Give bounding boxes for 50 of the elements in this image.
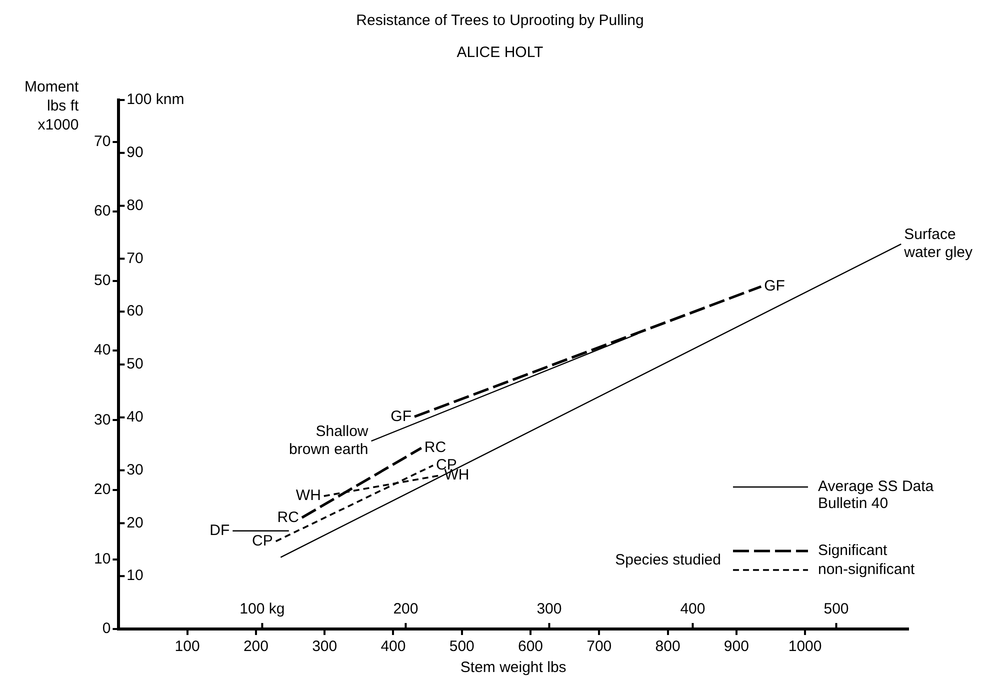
x-tick-label: 900	[724, 638, 749, 656]
y2-tick-label: 10	[126, 567, 144, 584]
annotation: GF	[764, 278, 785, 295]
y-tick-label: 30	[94, 411, 111, 428]
x-tick-label: 400	[380, 638, 406, 656]
annotation: RC	[277, 508, 300, 526]
y-tick-label: 0	[102, 620, 111, 638]
annotation: GF	[390, 408, 412, 425]
x2-tick-label: 200	[393, 600, 418, 618]
y-tick-label: 70	[94, 132, 111, 150]
y2-tick-label: 60	[126, 302, 144, 320]
y2-tick-label: 100 knm	[126, 91, 184, 108]
chart-title: Resistance of Trees to Uprooting by Pulling	[356, 12, 644, 30]
y-tick-label: 40	[94, 342, 111, 359]
x2-tick-label: 500	[824, 600, 849, 618]
annotation: Surface water gley	[903, 226, 973, 262]
x2-tick-label: 100 kg	[240, 600, 285, 618]
x2-tick-label: 300	[536, 600, 562, 618]
y2-tick-label: 90	[126, 144, 144, 162]
y-tick-label: 60	[94, 202, 111, 220]
x-tick-label: 300	[312, 638, 338, 656]
annotation: Shallow brown earth	[289, 423, 368, 458]
y2-tick-label: 40	[126, 408, 144, 426]
x-tick-label: 500	[449, 638, 474, 656]
y2-tick-label: 30	[126, 461, 144, 478]
annotation: CP	[252, 532, 273, 550]
y-tick-label: 10	[94, 550, 111, 568]
y-axis-title: Moment lbs ft x1000	[24, 78, 80, 134]
y2-tick-label: 80	[126, 196, 144, 214]
x-tick-label: 600	[518, 638, 544, 656]
x-tick-label: 800	[655, 638, 680, 656]
legend-label: Significant	[818, 542, 888, 560]
x-axis-title: Stem weight lbs	[460, 659, 566, 676]
x-tick-label: 1000	[788, 638, 822, 656]
x2-tick-label: 400	[680, 600, 706, 618]
annotation: RC	[424, 439, 446, 456]
y-tick-label: 20	[94, 480, 111, 498]
legend-label: Average SS Data Bulletin 40	[818, 478, 934, 512]
annotation: Species studied	[615, 552, 721, 569]
x-tick-label: 100	[174, 638, 200, 656]
y2-tick-label: 50	[126, 356, 144, 373]
annotation: DF	[210, 522, 230, 539]
x-tick-label: 700	[586, 638, 612, 656]
legend-label: non-significant	[818, 561, 916, 578]
chart-subtitle: ALICE HOLT	[456, 44, 544, 62]
y2-tick-label: 20	[126, 514, 144, 532]
y2-tick-label: 70	[126, 250, 144, 267]
x-tick-label: 200	[243, 638, 268, 656]
y-tick-label: 50	[94, 272, 111, 290]
annotation: WH	[296, 487, 321, 504]
